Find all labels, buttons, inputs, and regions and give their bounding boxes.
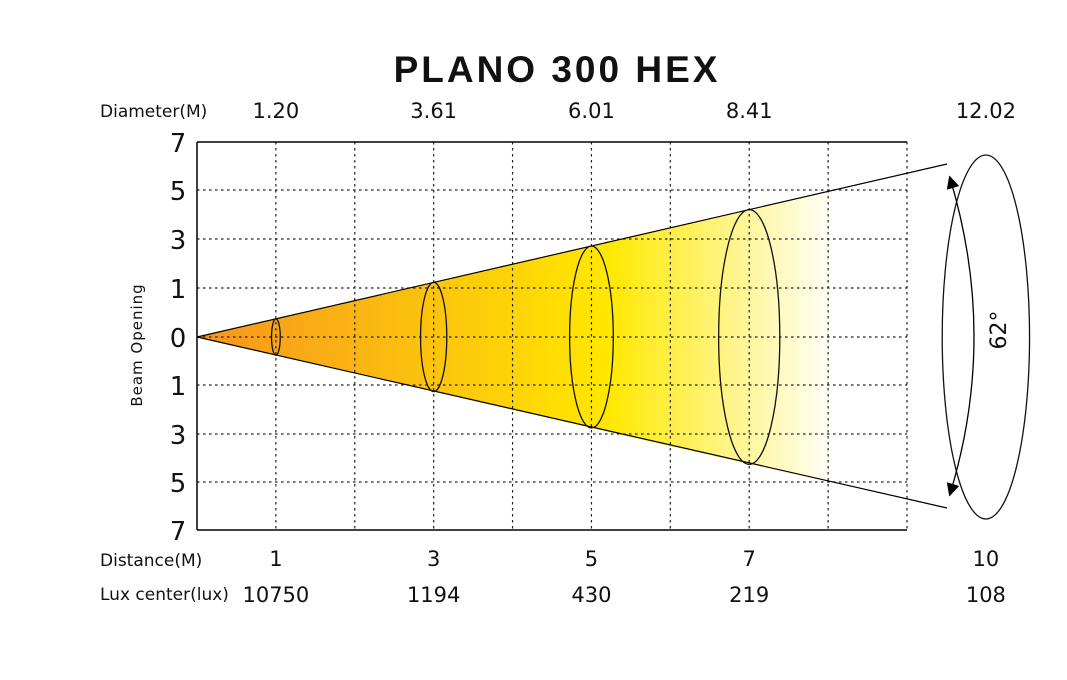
lux-label: Lux center(lux)	[100, 585, 229, 605]
beam-angle-label: 62°	[987, 311, 1012, 350]
y-tick-label: 5	[170, 469, 187, 499]
beam-edge-bottom	[196, 336, 948, 509]
distance-value: 5	[585, 547, 598, 571]
lux-value: 10750	[242, 583, 309, 607]
y-tick-label: 3	[170, 226, 187, 256]
lux-value: 1194	[407, 583, 460, 607]
diameter-value: 1.20	[253, 99, 300, 123]
distance-value: 3	[427, 547, 440, 571]
y-axis-label: Beam Opening	[128, 283, 146, 406]
lux-value: 219	[729, 583, 769, 607]
y-tick-label: 3	[170, 421, 187, 451]
distance-value: 1	[269, 547, 282, 571]
beam-angle-arc	[946, 175, 975, 497]
beam-ellipse	[270, 318, 281, 356]
y-tick-label: 0	[170, 324, 187, 354]
distance-value: 7	[743, 547, 756, 571]
diameter-value: 6.01	[568, 99, 615, 123]
y-tick-label: 1	[170, 275, 187, 305]
distance-label: Distance(M)	[100, 551, 202, 571]
beam-ellipse	[718, 208, 781, 466]
distance-value: 10	[973, 547, 1000, 571]
beam-ellipse	[941, 154, 1031, 520]
y-tick-label: 7	[170, 129, 187, 159]
diameter-label: Diameter(M)	[100, 102, 207, 122]
beam-ellipse	[568, 245, 614, 429]
chart-title: PLANO 300 HEX	[394, 49, 721, 90]
lux-value: 108	[966, 583, 1006, 607]
beam-ellipse	[419, 281, 448, 393]
y-tick-label: 5	[170, 177, 187, 207]
lux-value: 430	[571, 583, 611, 607]
y-tick-label: 1	[170, 372, 187, 402]
diameter-value: 3.61	[410, 99, 457, 123]
y-tick-label: 7	[170, 517, 187, 547]
beam-edge-top	[196, 163, 948, 338]
diameter-value: 12.02	[956, 99, 1016, 123]
diameter-value: 8.41	[726, 99, 773, 123]
